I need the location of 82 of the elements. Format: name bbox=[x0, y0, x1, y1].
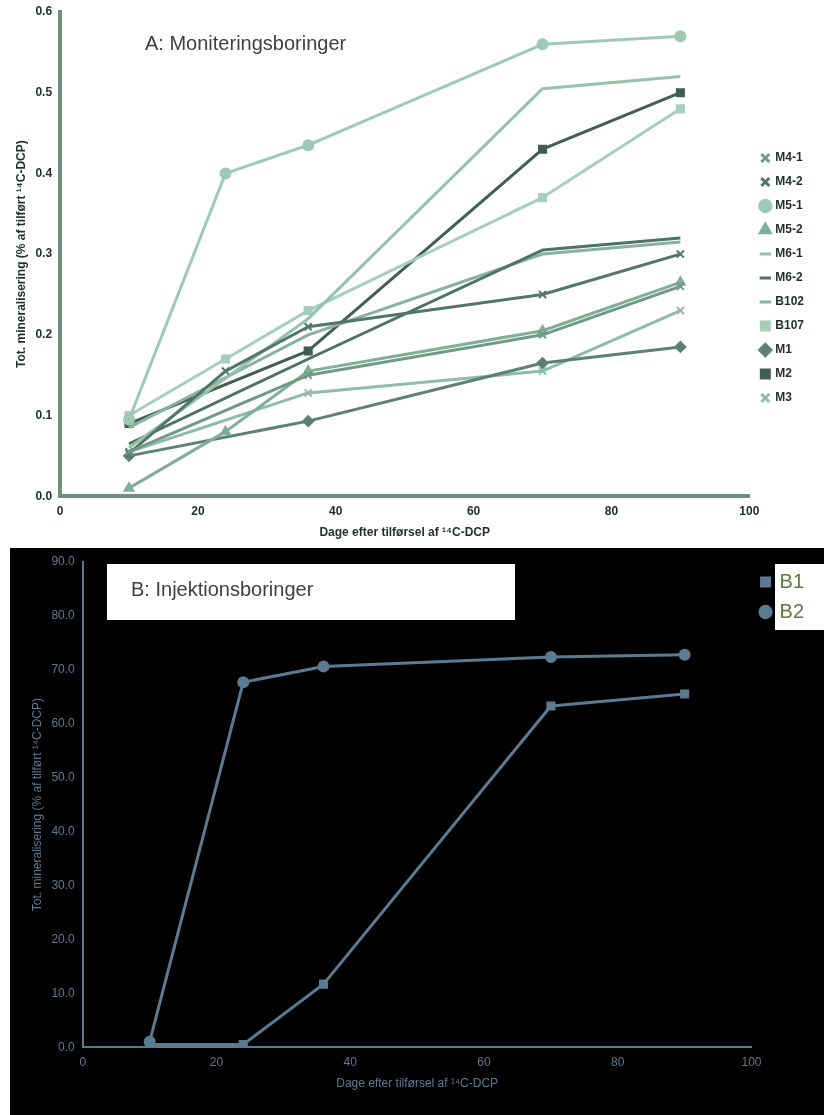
x-axis-title: Dage efter tilførsel af ¹⁴C-DCP bbox=[336, 1076, 499, 1091]
legend-label: M1 bbox=[775, 342, 793, 357]
x-tick-label: 20 bbox=[191, 503, 205, 518]
point bbox=[538, 330, 548, 340]
legend-label: B2 bbox=[779, 599, 805, 622]
point bbox=[544, 650, 557, 663]
point bbox=[675, 249, 685, 259]
point bbox=[302, 415, 315, 428]
point bbox=[219, 167, 232, 180]
point bbox=[303, 346, 313, 356]
point bbox=[674, 340, 687, 353]
point bbox=[675, 88, 685, 98]
y-tick-label: 0.1 bbox=[35, 407, 53, 422]
point bbox=[303, 388, 313, 398]
point bbox=[536, 357, 549, 370]
legend-label: B107 bbox=[775, 318, 805, 333]
point bbox=[678, 648, 691, 661]
legend-label: M5-2 bbox=[775, 222, 803, 237]
legend-label: M6-1 bbox=[775, 246, 803, 261]
y-tick-label: 80.0 bbox=[51, 608, 76, 623]
point bbox=[302, 139, 315, 152]
x-tick-label: 40 bbox=[343, 1054, 358, 1069]
y-tick-label: 50.0 bbox=[51, 769, 76, 784]
y-tick-label: 40.0 bbox=[51, 823, 76, 838]
point bbox=[237, 676, 250, 689]
point bbox=[674, 30, 687, 43]
y-tick-label: 20.0 bbox=[51, 931, 76, 946]
legend-label: M6-2 bbox=[775, 270, 803, 285]
y-tick-label: 10.0 bbox=[51, 985, 76, 1000]
point bbox=[317, 660, 330, 673]
point bbox=[303, 370, 313, 380]
x-tick-label: 100 bbox=[739, 503, 760, 518]
legend-label: M2 bbox=[775, 366, 793, 381]
x-tick-label: 80 bbox=[611, 1054, 625, 1069]
y-tick-label: 90.0 bbox=[51, 554, 76, 569]
legend-label: B1 bbox=[779, 569, 805, 592]
x-tick-label: 40 bbox=[329, 503, 343, 518]
x-tick-label: 0 bbox=[79, 1054, 87, 1069]
legend-label: M5-1 bbox=[775, 198, 803, 213]
x-tick-label: 20 bbox=[209, 1054, 224, 1069]
text: B: Injektionsboringer bbox=[130, 577, 315, 602]
y-tick-label: 30.0 bbox=[51, 877, 76, 892]
x-tick-label: 80 bbox=[604, 503, 619, 518]
y-axis-title: Tot. mineralisering (% af tilført ¹⁴C-DCP) bbox=[29, 698, 44, 912]
point bbox=[680, 689, 690, 699]
point bbox=[546, 701, 556, 711]
point bbox=[303, 306, 313, 316]
x-tick-label: 60 bbox=[477, 1054, 492, 1069]
point bbox=[538, 193, 548, 203]
point bbox=[536, 38, 549, 51]
text: A: Moniteringsboringer bbox=[145, 32, 347, 55]
x-tick-label: 0 bbox=[56, 503, 64, 518]
x-axis-title: Dage efter tilførsel af ¹⁴C-DCP bbox=[319, 525, 491, 540]
point bbox=[123, 413, 136, 426]
legend-label: B102 bbox=[775, 294, 805, 309]
y-tick-label: 0.4 bbox=[35, 165, 53, 180]
y-tick-label: 0.5 bbox=[35, 85, 53, 100]
y-tick-label: 0.0 bbox=[58, 1039, 76, 1054]
point bbox=[303, 322, 313, 332]
point bbox=[318, 979, 329, 989]
point bbox=[220, 425, 231, 436]
y-tick-label: 0.0 bbox=[35, 488, 53, 503]
point bbox=[220, 354, 231, 364]
y-axis-title: Tot. mineralisering (% af tilført ¹⁴C-DCP) bbox=[13, 140, 28, 368]
point bbox=[675, 281, 685, 291]
y-tick-label: 0.6 bbox=[35, 4, 53, 19]
point bbox=[675, 104, 685, 114]
legend-label: M4-2 bbox=[775, 174, 803, 189]
y-tick-label: 0.2 bbox=[35, 327, 53, 342]
point bbox=[220, 366, 231, 376]
x-tick-label: 60 bbox=[466, 503, 481, 518]
y-tick-label: 0.3 bbox=[35, 246, 53, 261]
legend-label: M3 bbox=[775, 390, 793, 405]
y-tick-label: 70.0 bbox=[51, 662, 76, 677]
point bbox=[123, 482, 135, 492]
point bbox=[675, 306, 685, 316]
y-tick-label: 60.0 bbox=[51, 716, 76, 731]
x-tick-label: 100 bbox=[741, 1054, 762, 1069]
point bbox=[538, 144, 548, 154]
legend-label: M4-1 bbox=[775, 150, 803, 165]
point bbox=[538, 289, 548, 299]
point bbox=[538, 366, 548, 376]
